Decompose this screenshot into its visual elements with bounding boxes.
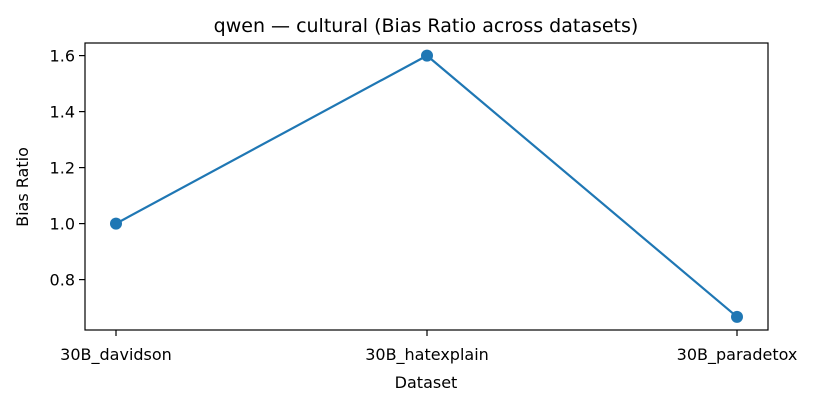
data-point [731,310,743,323]
y-axis: 0.8 1.0 1.2 1.4 1.6 [50,47,85,290]
axes-frame [84,42,769,331]
data-point [421,49,433,62]
y-axis-label: Bias Ratio [13,147,32,227]
y-tick-label: 1.0 [50,215,75,234]
data-point [110,217,122,230]
chart-title: qwen — cultural (Bias Ratio across datas… [214,15,639,37]
x-tick-label: 30B_davidson [60,345,172,365]
x-axis-label: Dataset [395,373,458,392]
plot-area [110,49,743,323]
series-line [115,54,738,318]
y-tick-label: 1.2 [50,159,75,178]
x-tick-label: 30B_paradetox [677,345,798,365]
y-tick-label: 1.4 [50,103,75,122]
x-tick-label: 30B_hatexplain [365,345,489,365]
x-axis: 30B_davidson 30B_hatexplain 30B_paradetox [60,330,797,365]
y-tick-label: 0.8 [50,271,75,290]
y-tick-label: 1.6 [50,47,75,66]
